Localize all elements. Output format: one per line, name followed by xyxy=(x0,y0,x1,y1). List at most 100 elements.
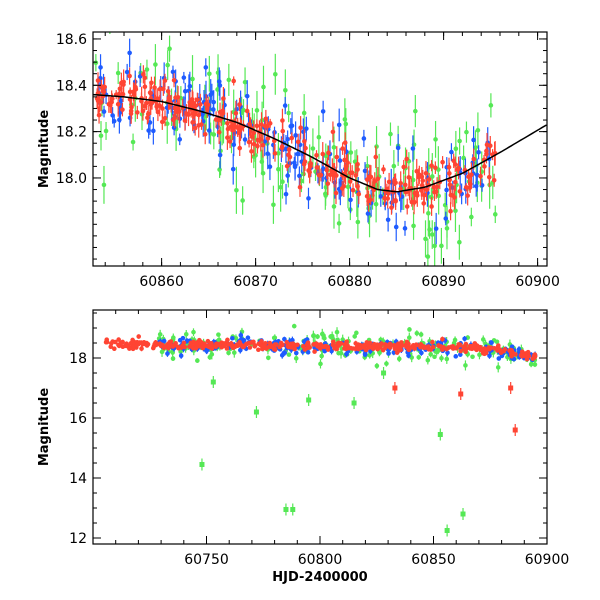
data-point-green xyxy=(428,351,433,357)
data-point-green xyxy=(432,243,437,249)
data-point-red xyxy=(389,205,394,210)
data-point-blue xyxy=(127,50,132,56)
data-point-green xyxy=(425,254,431,259)
data-point-red xyxy=(513,352,518,357)
data-point-red xyxy=(478,173,483,179)
data-point-blue xyxy=(476,149,481,155)
data-point-green xyxy=(311,333,316,339)
data-point-red xyxy=(136,334,142,339)
bottom-y-axis-label: Magnitude xyxy=(37,388,52,467)
data-point-red xyxy=(393,199,398,204)
data-point-green xyxy=(315,334,320,339)
data-point-green xyxy=(291,323,297,329)
data-point-green xyxy=(432,354,437,360)
data-point-red xyxy=(115,101,121,107)
data-point-red xyxy=(225,121,230,126)
x-tick-label: 60900 xyxy=(525,552,570,568)
data-point-green xyxy=(407,327,412,332)
data-point-red xyxy=(133,84,138,90)
data-point-red xyxy=(393,343,399,348)
data-point-red xyxy=(98,100,104,105)
data-point-red xyxy=(198,102,203,107)
data-point-red xyxy=(289,135,295,141)
data-point-red xyxy=(446,164,452,170)
data-point-red xyxy=(333,190,339,196)
outlier-point xyxy=(210,379,216,385)
data-point-red xyxy=(225,135,230,140)
top-axis-ticks: 60860 60870 60880 60890 60900 18.0 18.2 18.4 18.… xyxy=(56,32,560,290)
data-point-green xyxy=(343,121,349,127)
data-point-green xyxy=(322,335,327,341)
data-point-green xyxy=(342,117,348,122)
data-point-green xyxy=(239,110,244,116)
data-point-green xyxy=(423,236,428,242)
data-point-green xyxy=(470,354,475,360)
data-point-blue xyxy=(453,354,459,359)
data-point-blue xyxy=(329,348,334,354)
data-point-green xyxy=(384,361,389,366)
data-point-red xyxy=(129,104,134,110)
data-point-green xyxy=(167,46,172,51)
outlier-point xyxy=(199,462,205,467)
data-point-red xyxy=(312,349,317,354)
data-point-red xyxy=(451,158,456,164)
x-tick-label: 60860 xyxy=(139,274,184,290)
data-point-red xyxy=(404,156,409,162)
outlier-point xyxy=(508,385,514,391)
data-point-red xyxy=(160,106,165,111)
data-point-red xyxy=(167,339,172,345)
data-point-red xyxy=(94,96,100,101)
data-point-green xyxy=(266,355,271,361)
data-point-red xyxy=(339,186,345,191)
data-point-green xyxy=(115,70,121,76)
data-point-red xyxy=(297,184,303,190)
data-point-red xyxy=(244,108,250,114)
data-point-red xyxy=(277,344,282,350)
data-point-red xyxy=(227,139,233,144)
data-point-blue xyxy=(410,146,416,151)
data-point-red xyxy=(336,340,342,346)
data-point-red xyxy=(298,125,303,131)
data-point-green xyxy=(495,365,501,370)
data-point-blue xyxy=(238,347,243,353)
y-tick-label: 18.2 xyxy=(56,125,87,141)
data-point-red xyxy=(317,342,322,348)
data-point-blue xyxy=(458,352,463,357)
data-point-red xyxy=(172,115,177,121)
data-point-green xyxy=(130,139,136,145)
data-point-blue xyxy=(177,337,183,343)
data-point-red xyxy=(265,124,270,129)
data-point-red xyxy=(157,103,163,109)
data-point-blue xyxy=(294,350,299,356)
data-point-red xyxy=(221,96,226,101)
data-point-green xyxy=(396,356,402,362)
data-point-red xyxy=(302,138,307,144)
data-point-red xyxy=(457,342,463,347)
data-point-green xyxy=(283,87,288,93)
data-point-red xyxy=(184,111,189,116)
data-point-red xyxy=(220,108,226,114)
data-point-red xyxy=(386,179,392,185)
data-point-green xyxy=(410,177,416,183)
data-point-red xyxy=(373,154,379,160)
data-point-green xyxy=(430,174,435,179)
data-point-red xyxy=(420,178,426,183)
data-point-green xyxy=(170,356,176,361)
data-point-red xyxy=(130,337,135,343)
data-point-red xyxy=(345,160,350,165)
data-point-red xyxy=(131,89,136,95)
y-tick-label: 18.0 xyxy=(56,171,87,187)
data-point-red xyxy=(196,123,202,128)
data-point-blue xyxy=(146,128,151,133)
data-point-green xyxy=(310,146,316,151)
data-point-green xyxy=(365,163,370,169)
data-point-green xyxy=(469,214,474,220)
data-point-red xyxy=(344,342,350,348)
data-point-green xyxy=(271,202,276,208)
x-tick-label: 60880 xyxy=(327,274,372,290)
data-point-red xyxy=(187,103,193,108)
data-point-green xyxy=(528,361,534,367)
data-point-red xyxy=(486,174,492,180)
data-point-green xyxy=(98,133,104,139)
data-point-green xyxy=(457,138,462,144)
